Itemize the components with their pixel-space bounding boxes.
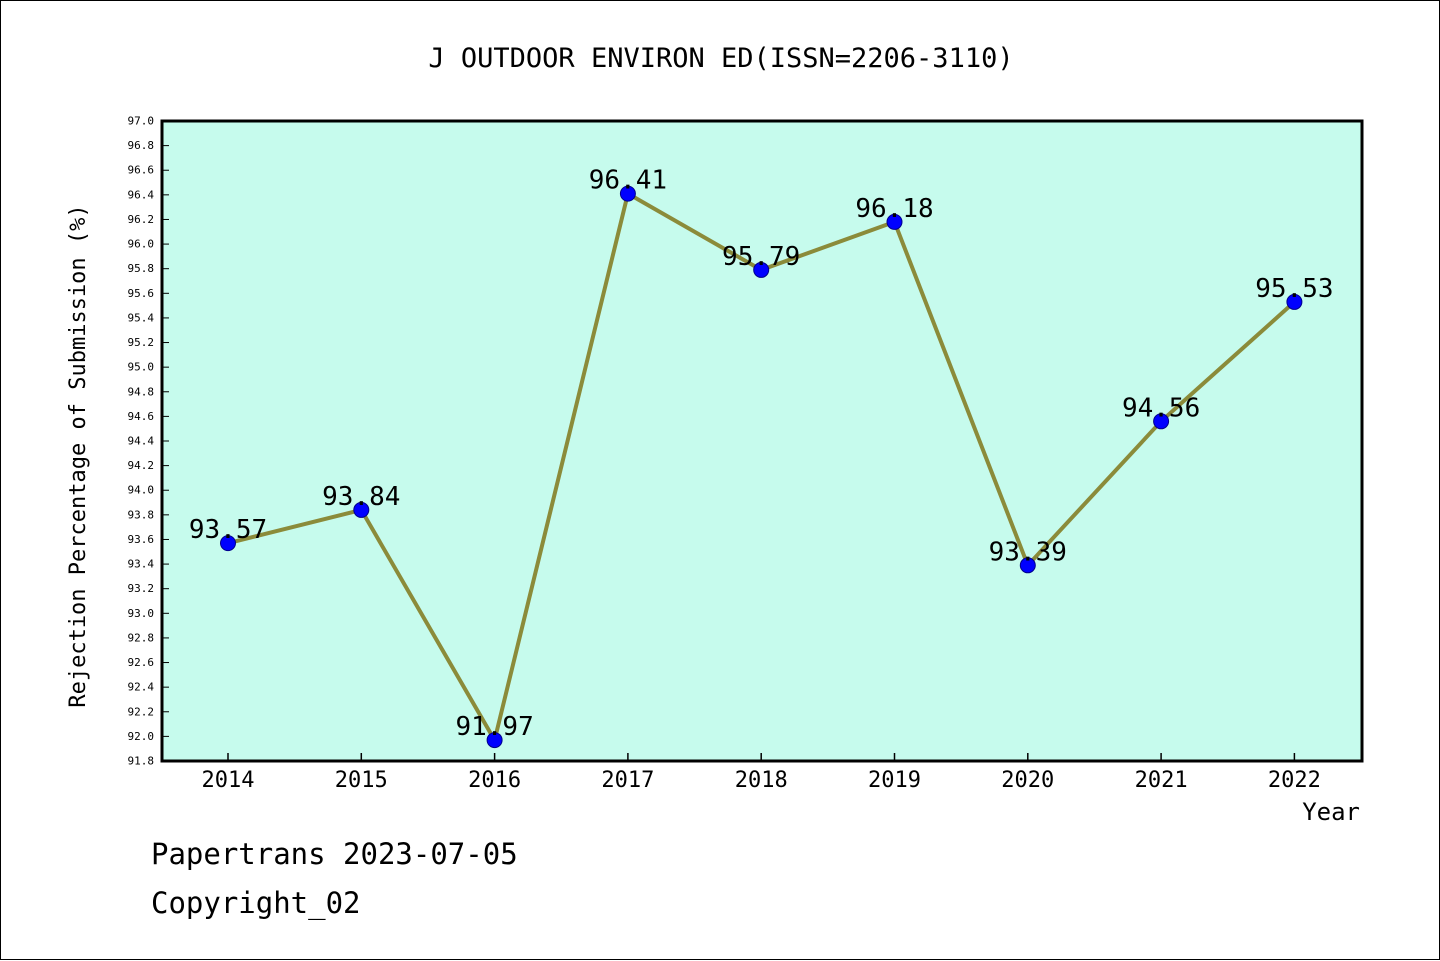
y-tick-label: 93.2 [128, 582, 155, 595]
y-axis-label: Rejection Percentage of Submission (%) [66, 204, 91, 707]
y-tick-label: 94.4 [128, 435, 155, 448]
data-point [353, 501, 370, 518]
y-tick-label: 96.0 [128, 238, 155, 251]
y-tick-label: 93.8 [128, 508, 155, 521]
x-tick-label: 2017 [601, 768, 654, 793]
y-tick-label: 92.4 [128, 681, 155, 694]
x-axis-label: Year [1302, 798, 1360, 826]
data-point [1019, 557, 1036, 574]
x-tick-label: 2021 [1135, 768, 1188, 793]
y-tick-label: 94.2 [128, 459, 155, 472]
y-tick-label: 93.0 [128, 607, 155, 620]
y-tick-label: 95.8 [128, 262, 155, 275]
data-label: 91.97 [455, 712, 533, 742]
data-point [886, 213, 903, 230]
data-labels: 93.57 93.84 91.97 96.41 95.79 96.18 93.39 94.56… [189, 166, 1334, 742]
x-axis: 2014 2015 2016 2017 2018 2019 2020 2021 2022 [202, 753, 1321, 793]
y-tick-label: 91.8 [128, 755, 155, 768]
data-point [619, 185, 636, 202]
y-tick-label: 95.2 [128, 336, 155, 349]
y-tick-label: 93.6 [128, 533, 155, 546]
y-tick-label: 95.6 [128, 287, 155, 300]
y-tick-label: 93.4 [128, 558, 155, 571]
data-label: 93.39 [989, 537, 1067, 567]
y-tick-label: 92.2 [128, 705, 155, 718]
x-tick-label: 2016 [468, 768, 521, 793]
data-label: 95.79 [722, 242, 800, 272]
y-tick-label: 96.8 [128, 139, 155, 152]
data-label: 93.84 [322, 482, 400, 512]
y-axis: 91.8 92.0 92.2 92.4 92.6 92.8 93.0 93.2 93.4 93.6… [128, 115, 169, 768]
y-tick-label: 95.4 [128, 311, 155, 324]
y-tick-label: 92.8 [128, 631, 155, 644]
data-label: 96.41 [589, 166, 667, 196]
data-label: 94.56 [1122, 393, 1200, 423]
y-tick-label: 94.0 [128, 484, 155, 497]
data-point [220, 535, 236, 552]
data-point [753, 261, 770, 278]
data-point [1286, 293, 1303, 310]
y-tick-label: 96.6 [128, 164, 155, 177]
y-tick-label: 96.4 [128, 188, 155, 201]
data-label: 96.18 [855, 194, 933, 224]
y-tick-label: 97.0 [128, 115, 155, 128]
y-tick-label: 96.2 [128, 213, 155, 226]
data-label: 95.53 [1255, 274, 1333, 304]
data-label: 93.57 [189, 515, 267, 545]
series-layer [220, 185, 1303, 749]
y-tick-label: 92.0 [128, 730, 155, 743]
footer-copyright-text: Copyright_02 [151, 886, 361, 920]
y-tick-label: 95.0 [128, 361, 155, 374]
x-tick-label: 2015 [335, 768, 388, 793]
y-tick-label: 94.6 [128, 410, 155, 423]
y-tick-label: 94.8 [128, 385, 155, 398]
data-point [486, 732, 503, 749]
footer-date-text: Papertrans 2023-07-05 [151, 837, 518, 871]
y-tick-label: 92.6 [128, 656, 155, 669]
x-tick-label: 2019 [868, 768, 921, 793]
x-tick-label: 2014 [202, 768, 255, 793]
plot-area [160, 119, 1364, 763]
chart-title: J OUTDOOR ENVIRON ED(ISSN=2206-3110) [428, 43, 1013, 74]
x-tick-label: 2020 [1001, 768, 1054, 793]
x-tick-label: 2022 [1268, 768, 1321, 793]
x-tick-label: 2018 [735, 768, 788, 793]
data-point [1153, 413, 1170, 430]
